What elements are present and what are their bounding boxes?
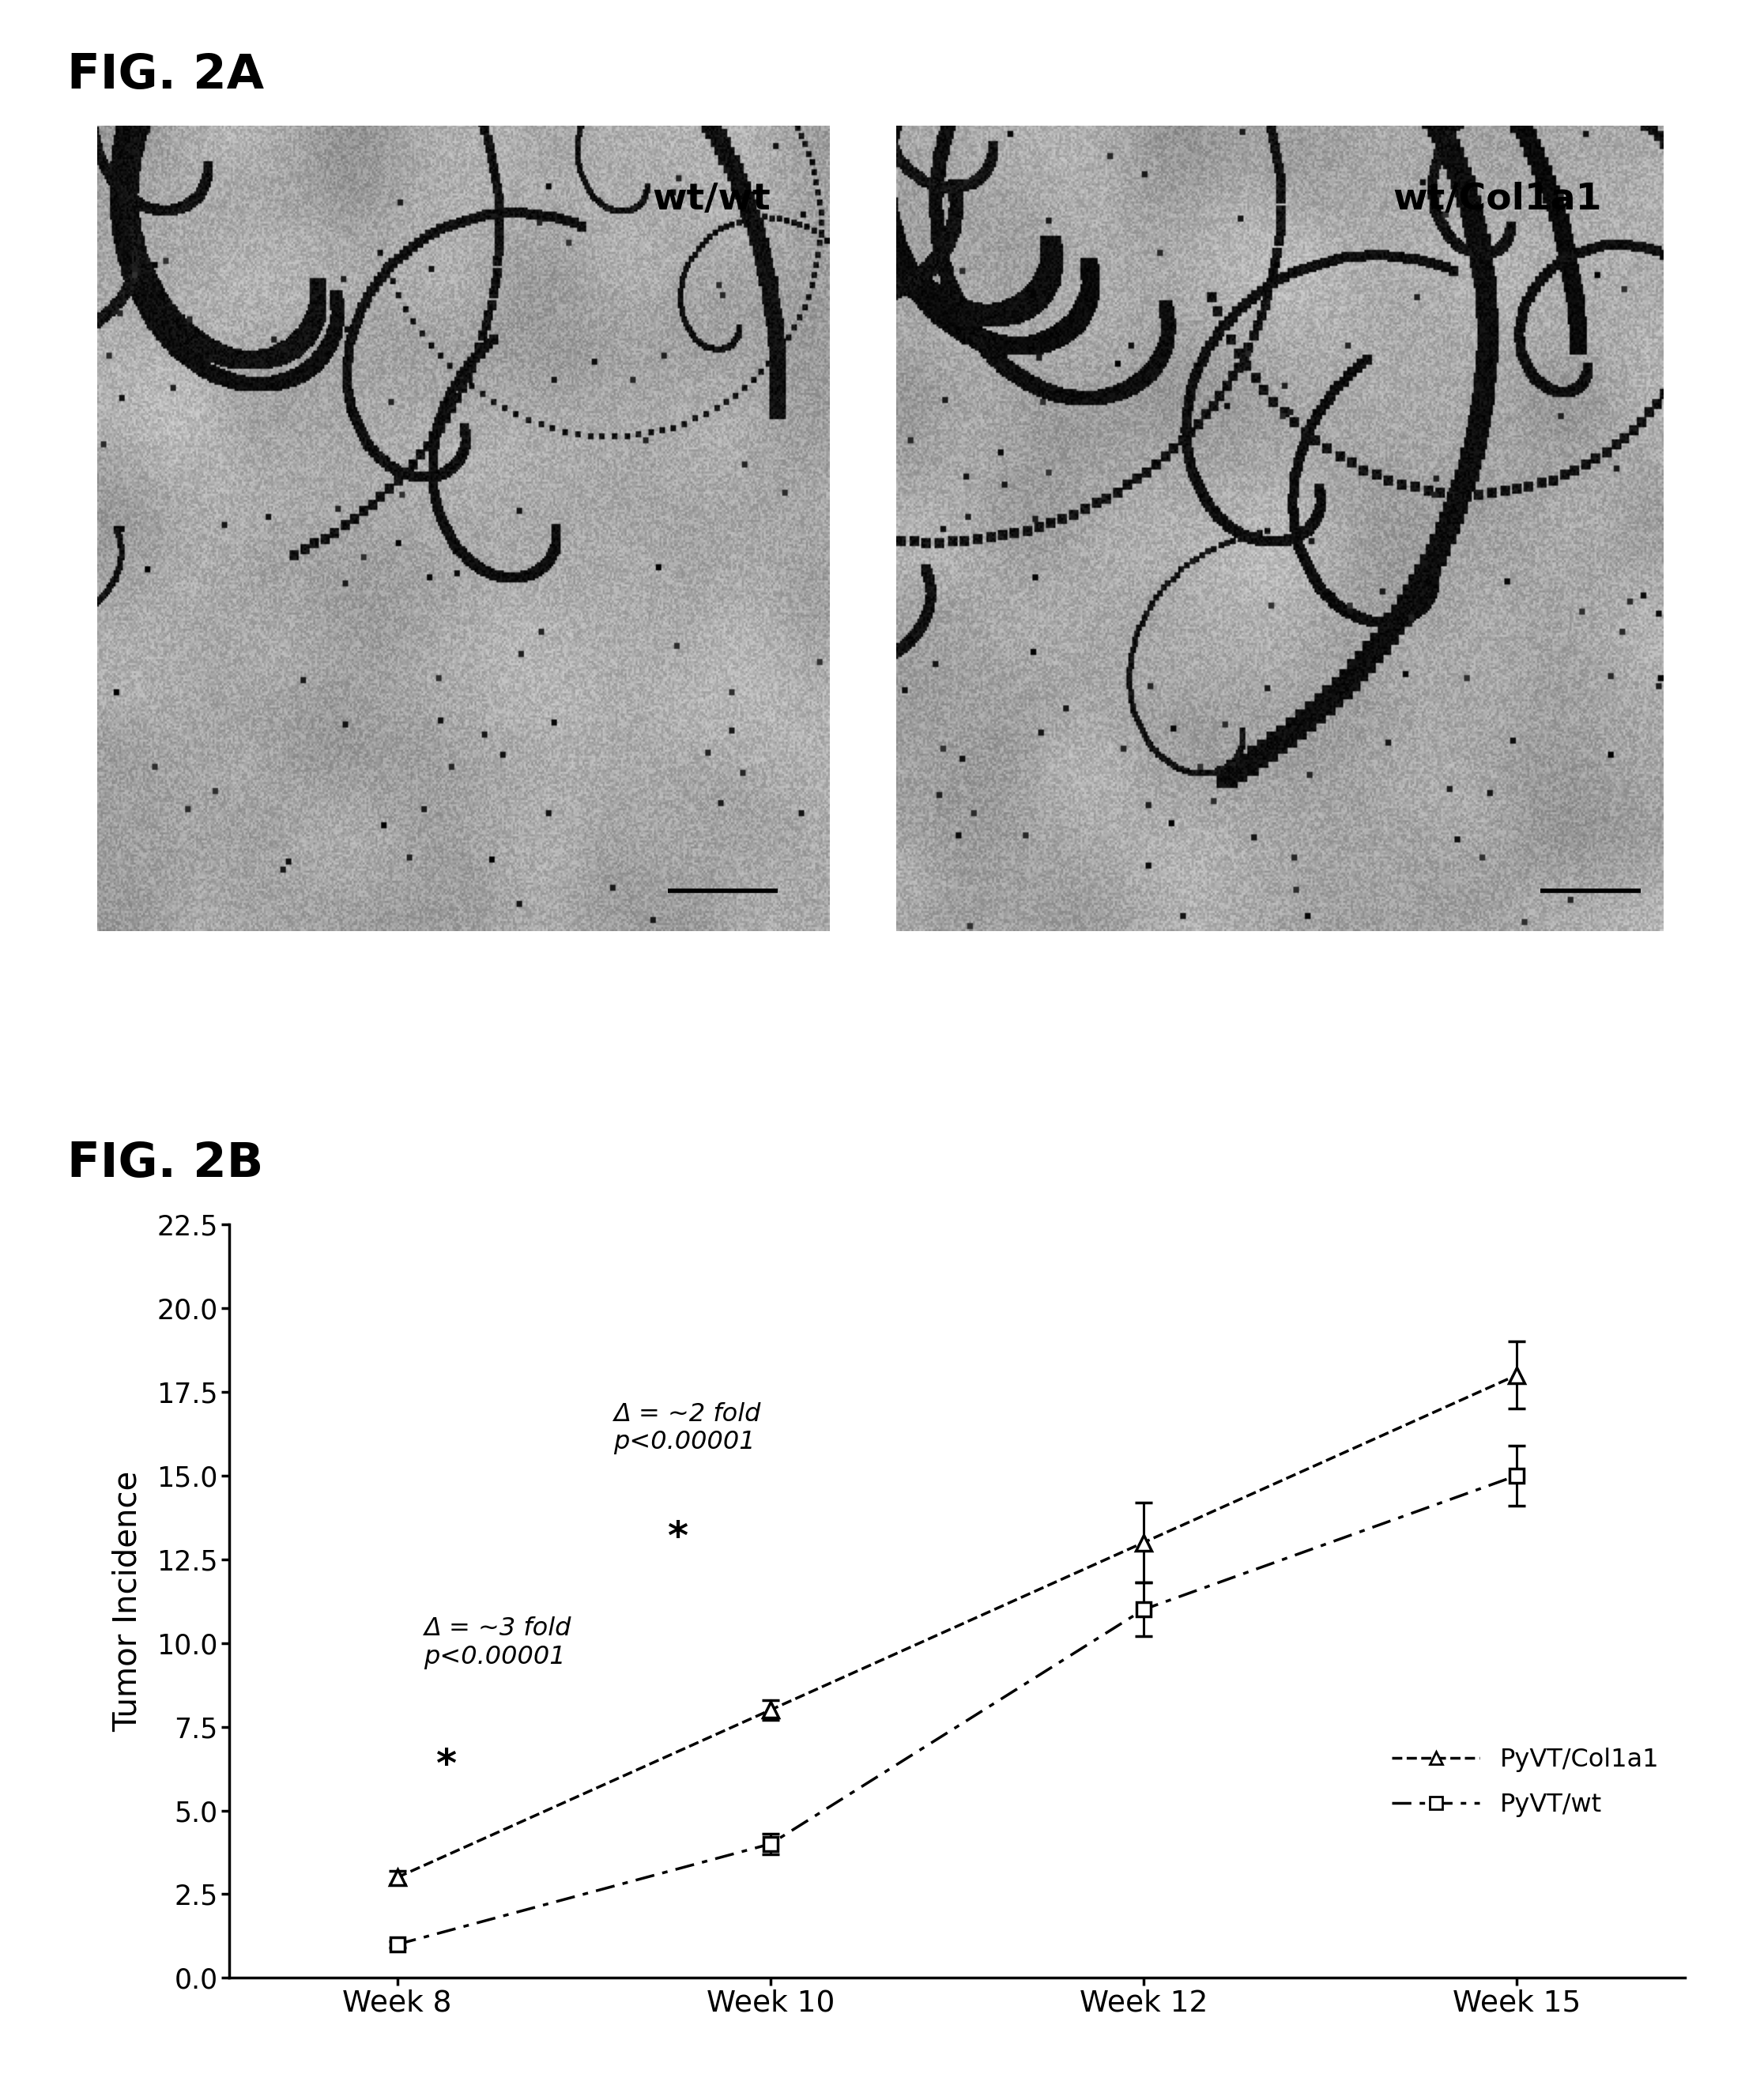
Text: wt/Col1a1: wt/Col1a1 xyxy=(1394,182,1602,218)
Text: wt/wt: wt/wt xyxy=(653,182,771,218)
Text: FIG. 2B: FIG. 2B xyxy=(67,1141,263,1187)
Text: *: * xyxy=(436,1748,457,1785)
Legend: PyVT/Col1a1, PyVT/wt: PyVT/Col1a1, PyVT/wt xyxy=(1379,1735,1672,1829)
Y-axis label: Tumor Incidence: Tumor Incidence xyxy=(111,1471,143,1731)
Text: Δ = ~2 fold
p<0.00001: Δ = ~2 fold p<0.00001 xyxy=(614,1402,760,1455)
Text: Δ = ~3 fold
p<0.00001: Δ = ~3 fold p<0.00001 xyxy=(423,1616,572,1668)
Text: *: * xyxy=(667,1520,688,1557)
Text: FIG. 2A: FIG. 2A xyxy=(67,52,265,98)
